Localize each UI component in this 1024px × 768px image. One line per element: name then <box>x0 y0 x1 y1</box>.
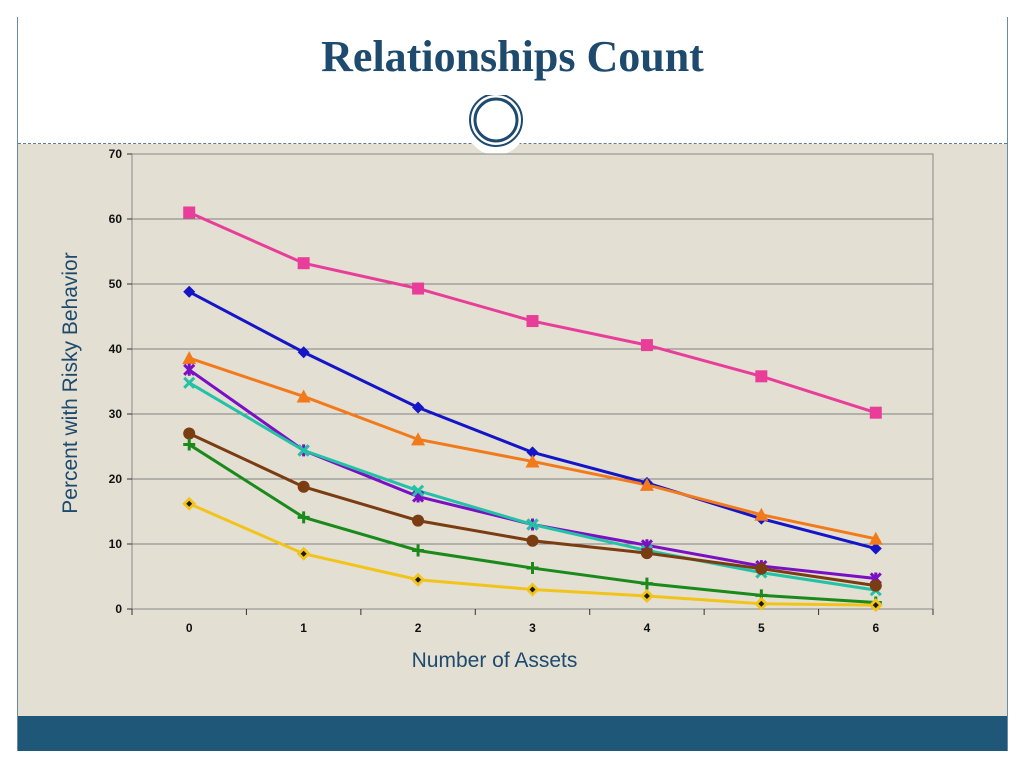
x-tick-label: 2 <box>415 621 422 635</box>
series-2-point <box>182 351 197 365</box>
y-tick-label: 60 <box>109 212 123 226</box>
series-5-point <box>183 427 196 440</box>
series-7-point-core <box>529 586 536 593</box>
series-5-point <box>869 579 882 592</box>
y-tick-label: 30 <box>109 407 123 421</box>
series-2-point <box>296 389 311 403</box>
series-6-point <box>412 544 425 557</box>
plot-area <box>131 153 934 610</box>
series-0-point <box>297 257 310 270</box>
series-7-point-core <box>643 593 650 599</box>
series-1-point <box>526 446 539 459</box>
series-2-point <box>411 432 426 446</box>
x-tick-label: 5 <box>758 621 765 635</box>
series-7-point-core <box>415 576 422 583</box>
series-7-point-core <box>872 602 879 609</box>
circle-ornament-icon <box>466 95 526 155</box>
series-1-point <box>183 285 196 298</box>
slide-title: Relationships Count <box>321 32 704 81</box>
series-7-point-core <box>300 550 307 557</box>
x-tick-label: 3 <box>529 621 536 635</box>
x-axis-label: Number of Assets <box>412 649 578 672</box>
series-5-point <box>412 514 425 527</box>
y-tick-label: 10 <box>109 537 123 551</box>
y-tick-label: 50 <box>109 277 123 291</box>
series-5-point <box>640 547 653 560</box>
series-0-point <box>183 206 196 219</box>
y-tick-label: 0 <box>115 602 122 616</box>
series-7-point-core <box>186 500 193 507</box>
series-0-point <box>869 406 882 419</box>
series-5-point <box>297 480 310 493</box>
series-6-point <box>640 577 653 590</box>
y-axis-label: Percent with Risky Behavior <box>59 252 82 513</box>
y-tick-label: 70 <box>109 147 123 161</box>
series-2-point <box>754 507 769 521</box>
series-0-point <box>526 315 539 328</box>
series-2-point <box>868 531 883 545</box>
series-4-point <box>183 376 196 389</box>
series-6-point <box>526 562 539 575</box>
series-5-point <box>755 562 768 575</box>
series-0-point <box>755 370 768 383</box>
series-0-point <box>640 339 653 352</box>
footer-bar <box>18 716 1007 751</box>
series-5-point <box>526 534 539 547</box>
series-7-point-core <box>758 600 765 607</box>
series-6-point <box>297 511 310 524</box>
series-1-point <box>869 542 882 555</box>
series-3-point <box>183 363 196 376</box>
x-tick-label: 1 <box>300 621 307 635</box>
series-1-point <box>297 346 310 359</box>
series-4-point <box>297 444 310 457</box>
x-tick-label: 4 <box>644 621 651 635</box>
y-tick-label: 40 <box>109 342 123 356</box>
x-tick-label: 0 <box>186 621 193 635</box>
x-tick-label: 6 <box>872 621 879 635</box>
series-1-point <box>412 401 425 414</box>
y-tick-label: 20 <box>109 472 123 486</box>
series-4-point <box>526 518 539 531</box>
series-2-point <box>639 477 654 491</box>
series-2-point <box>525 454 540 468</box>
series-6-point <box>183 438 196 451</box>
series-4-point <box>412 484 425 497</box>
series-0-point <box>412 282 425 295</box>
